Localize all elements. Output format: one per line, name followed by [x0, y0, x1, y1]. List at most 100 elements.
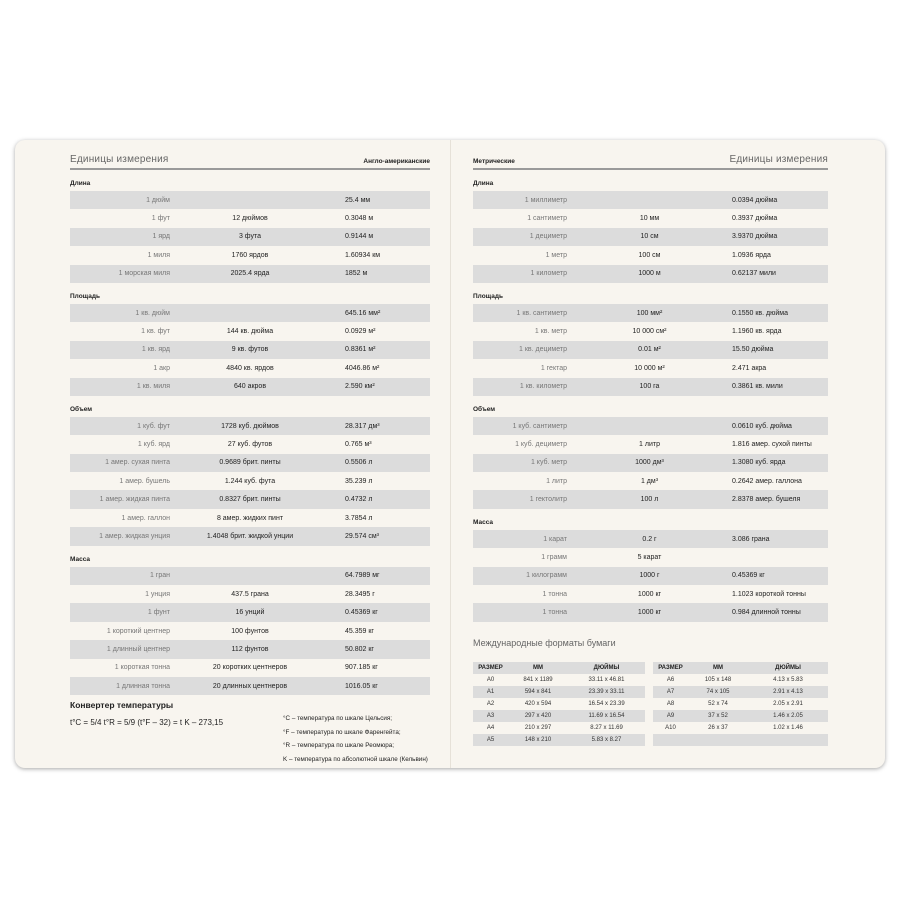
table-cell: 1 миллиметр — [524, 196, 567, 204]
table-row: 1 метр 100 см 1.0936 ярда — [473, 246, 828, 264]
table-cell: 0.3861 кв. мили — [732, 383, 783, 391]
table-row: 1 литр 1 дм³ 0.2642 амер. галлона — [473, 472, 828, 490]
right-sections: Длина 1 миллиметр 0.0394 дюйма 1 сантиметр 1… — [473, 170, 828, 622]
table-row: 1 кв. километр 100 га 0.3861 кв. мили — [473, 377, 828, 396]
table-cell: 28.317 дм³ — [345, 422, 380, 430]
table-row: 1 амер. сухая пинта 0.9689 брит. пинты 0.5… — [70, 453, 430, 473]
table-cell: 1 длинный центнер — [106, 645, 170, 653]
table-cell: 640 акров — [233, 383, 267, 391]
paper-row: A6 105 x 148 4.13 x 5.83 — [653, 674, 828, 686]
table-cell: 100 фунтов — [231, 627, 269, 635]
table-row: 1 унция 437.5 грана 28.3495 г — [70, 585, 430, 603]
paper-row: A9 37 x 52 1.46 x 2.05 — [653, 710, 828, 722]
table-cell: A2 — [486, 701, 495, 707]
paper-row: A7 74 x 105 2.91 x 4.13 — [653, 686, 828, 698]
table-cell: 100 мм² — [636, 309, 663, 317]
table-row: 1 амер. бушель 1.244 куб. фута 35.239 л — [70, 472, 430, 490]
table-cell: 0.5506 л — [345, 459, 373, 467]
table-cell: 1 длинная тонна — [116, 682, 170, 690]
table-cell: 20 длинных центнеров — [212, 682, 288, 690]
table-row: 1 амер. галлон 8 амер. жидких пинт 3.7854 … — [70, 509, 430, 527]
table-cell: A8 — [666, 701, 675, 707]
left-header: Единицы измерения Англо-американские — [70, 150, 430, 170]
table-cell: 10 000 см² — [632, 328, 667, 336]
table-row: 1 морская миля 2025.4 ярда 1852 м — [70, 264, 430, 283]
paper-row — [653, 734, 828, 746]
table-row: 1 гектолитр 100 л 2.8378 амер. бушеля — [473, 490, 828, 509]
header-cell: ММ — [713, 665, 723, 671]
table-row: 1 короткая тонна 20 коротких центнеров 907… — [70, 659, 430, 677]
table-row: 1 тонна 1000 кг 0.984 длинной тонны — [473, 603, 828, 622]
table-cell: 1016.05 кг — [345, 682, 378, 690]
section: Длина 1 дюйм 25.4 мм 1 фут 12 дюймов 0.3048 м… — [70, 170, 430, 283]
table-cell: 1 карат — [543, 535, 567, 543]
table-cell: 1.0936 ярда — [732, 251, 771, 259]
right-subtitle: Метрические — [473, 158, 515, 165]
table-cell: 1 куб. фут — [137, 422, 170, 430]
table-cell: 907.185 кг — [345, 664, 378, 672]
temperature-notes: °C – температура по шкале Цельсия; °F – … — [283, 712, 428, 766]
table-row: 1 миллиметр 0.0394 дюйма — [473, 191, 828, 210]
paper-table-header: РАЗМЕР ММ ДЮЙМЫ — [473, 662, 645, 674]
table-cell: 1 кв. ярд — [141, 346, 170, 354]
table-cell: 144 кв. дюйма — [226, 328, 274, 336]
table-cell: 1 грамм — [541, 553, 567, 561]
table-cell: 1 унция — [145, 590, 170, 598]
table-cell: 52 x 74 — [708, 701, 728, 707]
table-row: 1 миля 1760 ярдов 1.60934 км — [70, 246, 430, 264]
right-page: Метрические Единицы измерения Длина 1 мил… — [473, 150, 828, 622]
section: Объем 1 куб. сантиметр 0.0610 куб. дюйма 1 … — [473, 396, 828, 509]
left-sections: Длина 1 дюйм 25.4 мм 1 фут 12 дюймов 0.3048 м… — [70, 170, 430, 696]
table-row: 1 кв. миля 640 акров 2.590 км² — [70, 377, 430, 396]
table-row: 1 грамм 5 карат — [473, 548, 828, 566]
note: °R – температура по шкале Реомюра; — [283, 742, 395, 749]
table-cell: 1 килограмм — [526, 572, 567, 580]
table-cell: 1 короткая тонна — [114, 664, 170, 672]
table-cell: 1 дюйм — [146, 196, 170, 204]
table-cell: 100 л — [640, 496, 659, 504]
table-cell: 1 куб. дециметр — [515, 440, 567, 448]
table-cell: 1000 г — [639, 572, 660, 580]
table-cell: 0.62137 мили — [732, 270, 776, 278]
table-cell: 1 тонна — [542, 609, 567, 617]
table-cell: 1.60934 км — [345, 251, 381, 259]
table-cell: A9 — [666, 713, 675, 719]
table-cell: 1 кв. дециметр — [519, 346, 567, 354]
table-cell: 1.02 x 1.46 — [773, 725, 803, 731]
paper-row: A8 52 x 74 2.05 x 2.91 — [653, 698, 828, 710]
table-cell: 1 амер. сухая пинта — [105, 459, 170, 467]
table-cell: 1 амер. бушель — [119, 477, 170, 485]
right-title: Единицы измерения — [729, 154, 828, 165]
table-cell: 0.1550 кв. дюйма — [732, 309, 788, 317]
section-title: Длина — [70, 180, 91, 187]
table-cell: 1 кв. метр — [534, 328, 567, 336]
table-cell: 1 кв. километр — [519, 383, 567, 391]
table-cell: 2.91 x 4.13 — [773, 689, 803, 695]
paper-table-header: РАЗМЕР ММ ДЮЙМЫ — [653, 662, 828, 674]
table-cell: 297 x 420 — [524, 713, 552, 719]
table-cell: 10 мм — [639, 215, 660, 223]
table-cell: 0.984 длинной тонны — [732, 609, 801, 617]
table-cell: 100 см — [638, 251, 661, 259]
table-cell: 2.590 км² — [345, 383, 375, 391]
table-cell: 11.69 x 16.54 — [588, 713, 625, 719]
section-title: Объем — [473, 405, 496, 413]
table-row: 1 тонна 1000 кг 1.1023 короткой тонны — [473, 585, 828, 603]
table-cell: 1728 куб. дюймов — [221, 422, 279, 430]
table-row: 1 кв. фут 144 кв. дюйма 0.0929 м² — [70, 322, 430, 340]
table-cell: 1 гектар — [540, 364, 567, 372]
table-cell: 1 куб. сантиметр — [512, 422, 567, 430]
table-row: 1 фунт 16 унций 0.45369 кг — [70, 603, 430, 622]
table-cell: 1 кв. фут — [141, 328, 170, 336]
table-cell: 0.2 г — [642, 535, 657, 543]
table-cell: 1 акр — [153, 364, 170, 372]
table-cell: 0.0394 дюйма — [732, 196, 778, 204]
table-cell: 29.574 см³ — [345, 532, 379, 540]
section-title: Масса — [70, 555, 91, 563]
section-title: Масса — [473, 518, 494, 526]
table-cell: 16.54 x 23.39 — [588, 701, 625, 707]
table-cell: 1.816 амер. сухой пинты — [732, 440, 812, 448]
table-cell: 0.4732 л — [345, 496, 373, 504]
table-cell: 0.9689 брит. пинты — [219, 459, 281, 467]
table-cell: 1.4048 брит. жидкой унции — [206, 532, 294, 540]
